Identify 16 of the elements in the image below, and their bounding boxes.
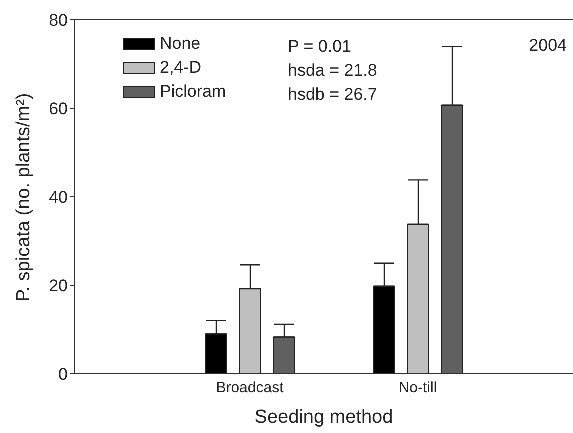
annotation: hsda = 21.8 [288,61,378,81]
legend-label: None [160,34,201,54]
y-tick-label: 40 [49,188,68,208]
y-axis-title: P. spicata (no. plants/m²) [14,93,35,302]
legend-label: Picloram [160,82,226,102]
annotation: P = 0.01 [288,37,352,57]
x-tick-label: No-till [398,380,438,397]
x-tick-label: Broadcast [216,380,285,397]
annotation: 2004 [529,36,567,56]
y-tick-label: 20 [49,276,68,296]
x-axis-title: Seeding method [254,407,394,428]
y-tick-label: 0 [58,365,68,384]
y-tick-label: 60 [49,100,68,119]
annotation: hsdb = 26.7 [288,85,378,105]
legend-label: 2,4-D [160,58,202,78]
y-tick-label: 80 [49,11,68,30]
